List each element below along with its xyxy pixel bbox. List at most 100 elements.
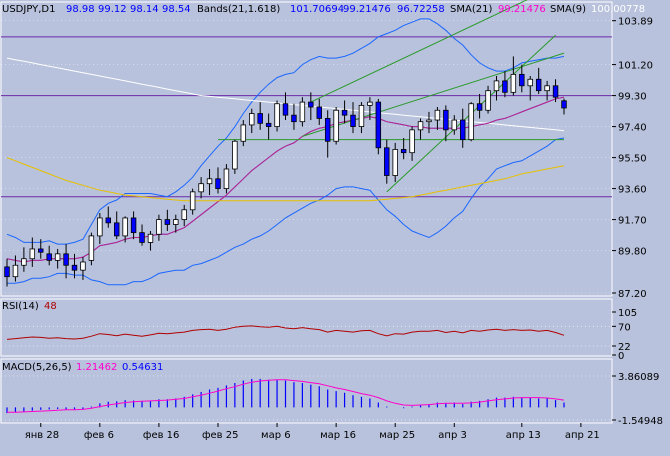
x-tick-label: фев 16 [143,430,180,441]
main-y-tick-label: 103.89 [618,17,653,28]
candle-body [434,109,441,121]
candle-body [139,232,145,243]
macd-y-tick-label: 3.86089 [618,372,659,383]
candle-body [468,103,474,141]
x-tick-label: мар 25 [379,430,415,441]
rsi-y-tick-label: 22 [618,342,631,353]
header-high: 99.12 [98,4,127,15]
macd-header-signal: 0.54631 [122,362,163,373]
candle-body [460,119,466,141]
candle-body [426,119,432,123]
candle-body [519,73,525,87]
candle-body [443,109,449,131]
header-close: 98.54 [162,4,191,15]
main-panel-frame [0,1,613,297]
candle-body [156,219,162,235]
rsi-y-tick-label: 0 [618,351,624,362]
macd-y-tick-label: -1.54948 [618,416,663,427]
candle-body [409,129,415,154]
series-line [7,137,565,286]
candle-body [417,121,424,131]
main-y-axis: 103.89 101.20 99.30 97.40 95.50 93.60 91.70 89.… [612,17,653,300]
x-tick-label: фев 6 [84,430,114,441]
rsi-header-label: RSI(14) [2,301,39,312]
header-bands-lower: 96.72258 [397,4,445,15]
candle-body [299,101,306,123]
header-symbol: USDJPY,D1 [2,4,55,15]
candle-body [71,264,78,271]
main-y-tick-label: 93.60 [618,185,647,196]
candle-body [105,217,111,224]
candle-body [367,101,373,106]
candle-body [510,73,517,93]
candle-body [502,80,508,93]
header-sma9-label: SMA(9) [550,4,586,15]
header-bands-upper: 101.70694 [290,4,344,15]
main-candles [4,56,567,287]
rsi-line [6,325,565,340]
candle-body [400,149,407,154]
candle-body [113,222,120,237]
candle-body [341,109,348,116]
main-series [6,0,565,286]
candle-body [223,168,230,189]
candle-body [21,258,27,266]
candle-body [232,140,238,170]
candle-body [97,217,103,237]
candle-body [257,113,263,124]
rsi-header-value: 48 [44,301,57,312]
candle-body [324,118,331,142]
candle-body [88,235,95,261]
x-tick-label: фев 25 [202,430,239,441]
candle-body [198,183,204,193]
candle-body [333,109,339,142]
candle-body [350,114,356,127]
header-bands-label: Bands(21,1.618) [197,4,280,15]
rsi-panel-frame [0,298,613,357]
candle-body [189,191,196,211]
candle-body [527,78,533,87]
header-sma21-value: 99.21476 [498,4,546,15]
macd-layer: 3.86089 -1.54948 [1,372,663,427]
candle-body [392,149,398,176]
candle-body [265,122,272,127]
candle-body [54,253,61,261]
candle-body [544,85,550,92]
header-bands-middle: 99.21476 [343,4,391,15]
main-y-tick-label: 95.50 [618,154,647,165]
candle-body [173,219,179,225]
x-axis: янв 28 фев 6 фев 16 фев 25 мар 6 мар 16 мар 25… [25,423,600,441]
candle-body [63,253,69,266]
candle-body [316,106,322,119]
candle-body [291,114,297,123]
main-y-tick-label: 87.20 [618,289,647,300]
candle-body [147,233,154,243]
main-y-tick-label: 101.20 [618,61,653,72]
candle-body [535,78,542,92]
macd-panel-frame [0,358,613,424]
candle-body [122,217,128,237]
candle-body [358,104,365,127]
macd-header-main: 1.21462 [76,362,117,373]
header-low: 98.14 [130,4,159,15]
candle-body [181,209,187,220]
candle-body [485,90,491,111]
candle-body [46,253,52,261]
x-tick-label: апр 3 [438,430,467,441]
main-grid [1,20,612,294]
candle-body [552,85,559,98]
main-y-tick-label: 97.40 [618,123,647,134]
channel-line [310,0,528,103]
series-line [6,18,565,245]
x-tick-label: янв 28 [25,430,59,441]
header-sma21-label: SMA(21) [450,4,492,15]
candle-body [164,219,171,225]
candle-body [451,119,458,131]
candle-body [561,100,567,109]
candle-body [12,264,19,278]
series-line [6,157,565,202]
candle-body [274,103,280,127]
candle-body [476,103,483,111]
candle-body [308,101,314,108]
